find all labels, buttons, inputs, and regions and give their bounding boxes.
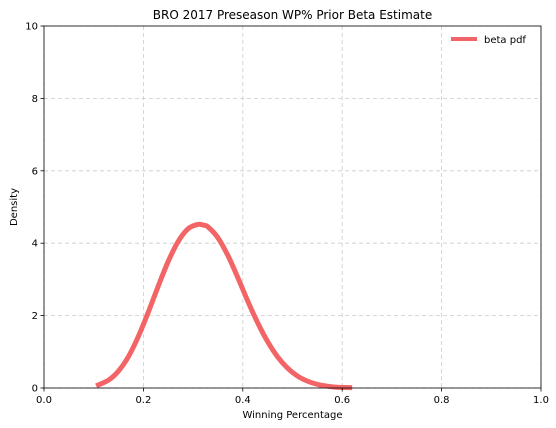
y-axis: 0 2 4 6 8 10 (25, 22, 44, 395)
grid (43, 25, 542, 389)
x-tick-label: 0.0 (36, 395, 52, 406)
x-tick-label: 0.8 (434, 395, 450, 406)
plot-area (95, 221, 353, 391)
x-axis-label: Winning Percentage (242, 410, 342, 421)
plot-frame (43, 25, 542, 389)
x-tick-label: 0.4 (235, 395, 251, 406)
x-tick-label: 1.0 (533, 395, 549, 406)
x-tick-label: 0.6 (334, 395, 350, 406)
chart-title: BRO 2017 Preseason WP% Prior Beta Estima… (153, 8, 432, 22)
y-tick-label: 0 (32, 384, 38, 395)
y-tick-label: 10 (25, 22, 38, 33)
legend: beta pdf (451, 35, 526, 46)
y-tick-label: 2 (32, 311, 38, 322)
x-tick-label: 0.2 (135, 395, 151, 406)
series-line-beta-pdf (95, 221, 353, 391)
y-axis-label: Density (9, 188, 20, 226)
y-tick-label: 6 (32, 166, 38, 177)
x-axis: 0.0 0.2 0.4 0.6 0.8 1.0 (36, 388, 549, 406)
legend-label-beta-pdf: beta pdf (484, 35, 526, 46)
y-tick-label: 4 (32, 239, 38, 250)
y-tick-label: 8 (32, 94, 38, 105)
